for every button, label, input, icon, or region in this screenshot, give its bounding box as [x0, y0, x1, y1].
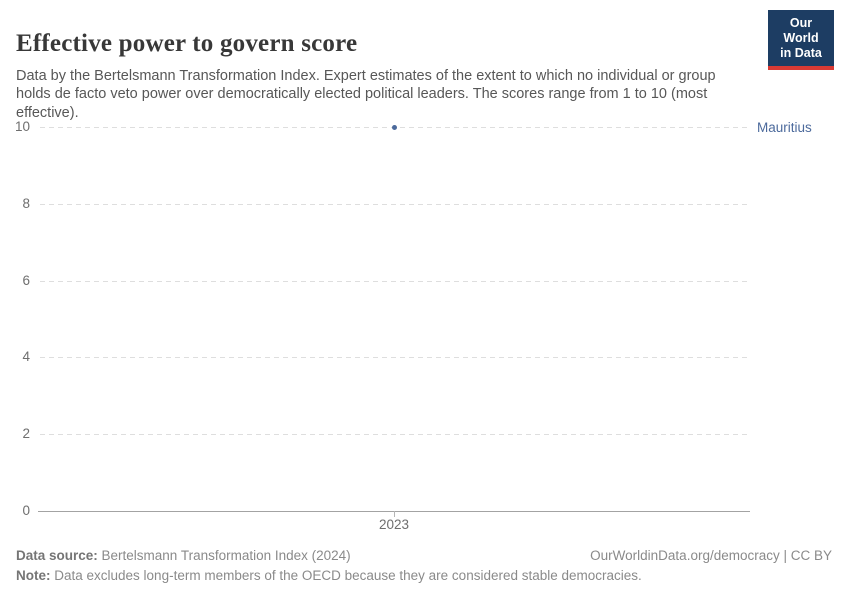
note-text: Data excludes long-term members of the O… [50, 568, 642, 583]
entity-label[interactable]: Mauritius [757, 120, 812, 135]
chart-subtitle: Data by the Bertelsmann Transformation I… [16, 67, 716, 121]
owid-logo: Our World in Data [768, 10, 834, 70]
footer-note: Note: Data excludes long-term members of… [16, 568, 832, 583]
x-axis-tick-label: 2023 [378, 517, 410, 532]
note-label: Note: [16, 568, 51, 583]
rights-link[interactable]: OurWorldinData.org/democracy | CC BY [590, 548, 832, 563]
y-axis-tick-label: 2 [22, 426, 30, 442]
owid-logo-line2: in Data [780, 46, 822, 60]
y-axis-tick-label: 6 [22, 272, 30, 288]
y-gridline [40, 357, 750, 359]
y-gridline [40, 280, 750, 282]
y-gridline [40, 434, 750, 436]
y-axis-tick-label: 4 [22, 349, 30, 365]
data-source-line: Data source: Bertelsmann Transformation … [16, 548, 351, 563]
data-source-label: Data source: [16, 548, 98, 563]
data-source-text: Bertelsmann Transformation Index (2024) [97, 548, 351, 563]
footer-row: Data source: Bertelsmann Transformation … [16, 548, 832, 563]
y-axis-tick-label: 10 [14, 119, 30, 134]
data-point[interactable] [391, 124, 397, 130]
y-axis-tick-label: 8 [22, 195, 30, 211]
y-gridline [40, 203, 750, 205]
owid-logo-line1: Our World [783, 16, 819, 45]
chart-title: Effective power to govern score [16, 29, 358, 57]
x-axis-tick [394, 511, 395, 517]
y-axis-tick-label: 0 [22, 503, 30, 518]
